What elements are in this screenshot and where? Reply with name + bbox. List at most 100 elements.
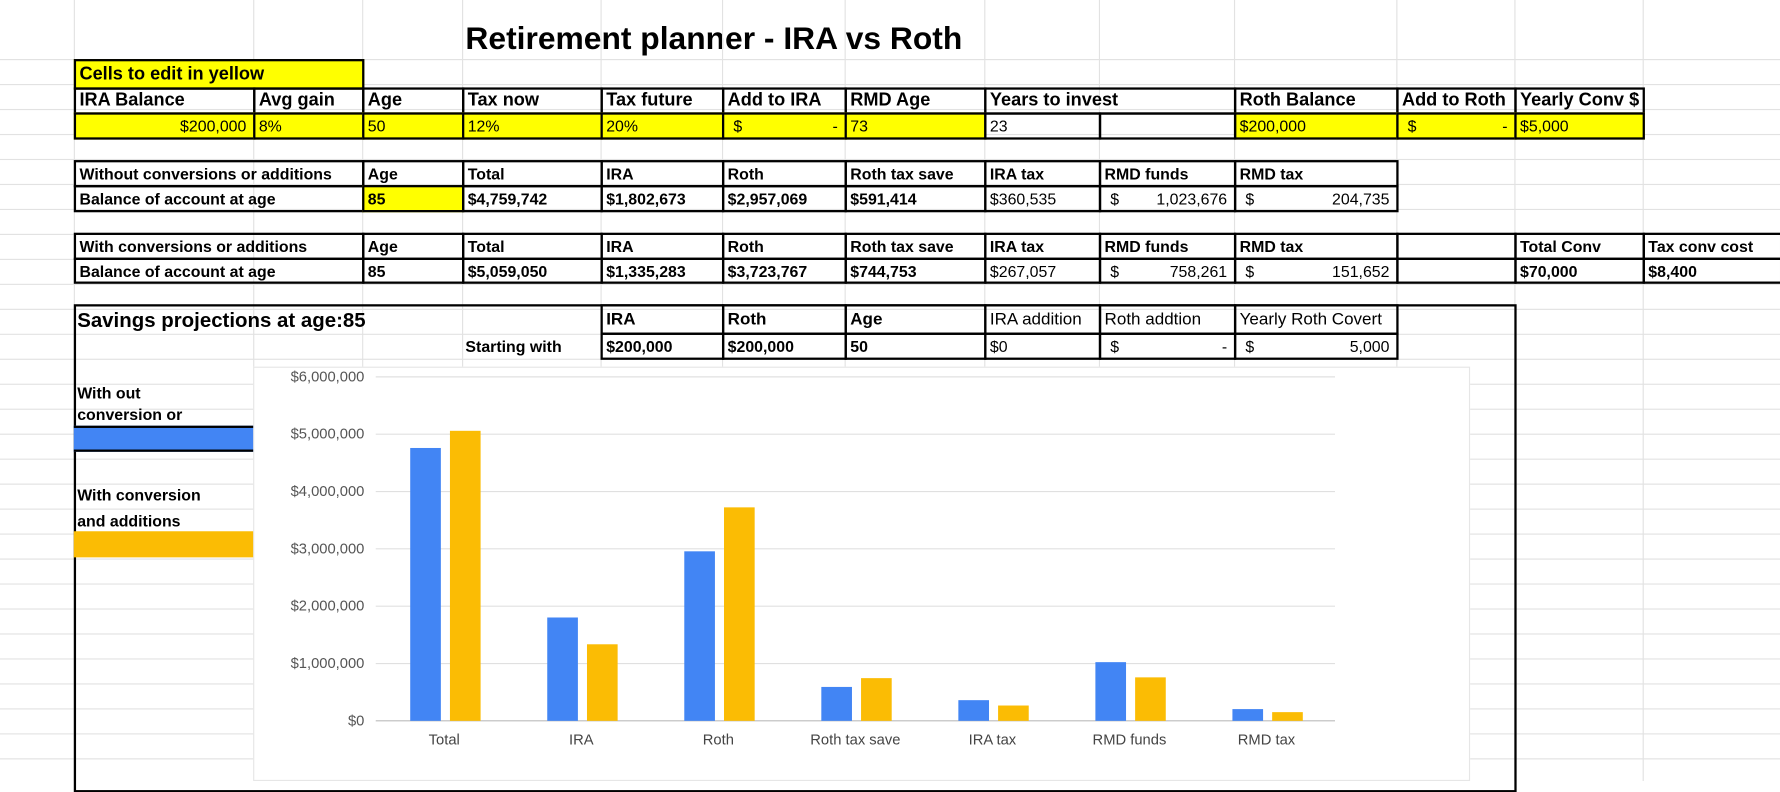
bar	[821, 687, 852, 721]
input-value: $5,000	[1514, 112, 1645, 139]
input-header: Tax future	[601, 87, 725, 114]
projection-header: Yearly Roth Covert	[1234, 304, 1399, 335]
starting-label: Starting with	[462, 333, 603, 360]
result-header: IRA tax	[984, 233, 1101, 260]
legend-label: With conversion and additions	[74, 482, 253, 531]
input-header: Add to Roth	[1396, 87, 1516, 114]
y-tick-label: $2,000,000	[291, 599, 365, 615]
legend-swatch	[74, 426, 253, 452]
y-tick-label: $5,000,000	[291, 427, 365, 443]
result-header: Total	[462, 233, 603, 260]
result-value: $151,652	[1234, 258, 1399, 284]
result-header: RMD tax	[1234, 233, 1399, 260]
projection-value: $200,000	[722, 333, 847, 360]
projection-header: Age	[845, 304, 987, 335]
input-value: 8%	[253, 112, 364, 139]
input-value: 20%	[601, 112, 725, 139]
result-header: Tax conv cost	[1643, 233, 1780, 260]
y-tick-label: $0	[348, 713, 364, 729]
amount: 1,023,676	[1156, 191, 1227, 207]
projection-header: Roth addtion	[1099, 304, 1236, 335]
currency-symbol: $	[1245, 338, 1254, 354]
input-header: Tax now	[462, 87, 603, 114]
x-tick-label: IRA	[569, 733, 594, 749]
edit-note: Cells to edit in yellow	[74, 59, 365, 90]
result-value: $591,414	[845, 185, 987, 212]
bar	[1135, 677, 1166, 720]
projection-header: IRA	[601, 304, 725, 335]
result-value: $744,753	[845, 258, 987, 284]
result-header: Roth	[722, 233, 847, 260]
input-header: Roth Balance	[1234, 87, 1399, 114]
bar	[958, 700, 989, 721]
sheet-title: Retirement planner - IRA vs Roth	[462, 17, 1143, 60]
result-header: RMD funds	[1099, 233, 1236, 260]
result-header: RMD tax	[1234, 160, 1399, 187]
result-header: Total	[462, 160, 603, 187]
bar	[410, 448, 441, 721]
projection-header: IRA addition	[984, 304, 1101, 335]
result-value: $5,059,050	[462, 258, 603, 284]
result-value: $70,000	[1514, 258, 1645, 284]
result-value: 85	[362, 258, 464, 284]
result-value: $1,335,283	[601, 258, 725, 284]
projection-value: $200,000	[601, 333, 725, 360]
result-header: IRA	[601, 160, 725, 187]
result-value: Balance of account at age	[74, 185, 365, 212]
bar	[547, 617, 578, 720]
input-value: 12%	[462, 112, 603, 139]
result-value: $267,057	[984, 258, 1101, 284]
empty-cell	[1396, 258, 1516, 284]
bar	[1272, 712, 1303, 721]
x-tick-label: RMD tax	[1238, 733, 1296, 749]
result-header: With conversions or additions	[74, 233, 365, 260]
amount: 758,261	[1170, 263, 1227, 279]
result-value: $3,723,767	[722, 258, 847, 284]
bar	[724, 507, 755, 720]
result-header: Without conversions or additions	[74, 160, 365, 187]
input-header: RMD Age	[845, 87, 987, 114]
y-tick-label: $6,000,000	[291, 369, 365, 385]
x-tick-label: Roth	[703, 733, 734, 749]
result-header: Roth tax save	[845, 160, 987, 187]
result-value: Balance of account at age	[74, 258, 365, 284]
amount: 200,000	[189, 118, 246, 134]
result-header: RMD funds	[1099, 160, 1236, 187]
result-value: $1,802,673	[601, 185, 725, 212]
bar	[998, 706, 1029, 721]
result-header: Age	[362, 160, 464, 187]
currency-symbol: $	[1245, 191, 1254, 207]
input-value: $-	[1396, 112, 1516, 139]
input-header: Add to IRA	[722, 87, 847, 114]
projection-value: 50	[845, 333, 987, 360]
amount: 5,000	[1350, 338, 1390, 354]
result-value: $4,759,742	[462, 185, 603, 212]
currency-symbol: $	[1110, 338, 1119, 354]
currency-symbol: $	[180, 118, 189, 134]
input-header: IRA Balance	[74, 87, 256, 114]
currency-symbol: $	[733, 118, 742, 134]
currency-symbol: $	[1110, 263, 1119, 279]
projection-value: $-	[1099, 333, 1236, 360]
y-tick-label: $4,000,000	[291, 484, 365, 500]
result-header: Roth	[722, 160, 847, 187]
chart: $0$1,000,000$2,000,000$3,000,000$4,000,0…	[253, 367, 1470, 781]
input-header: Avg gain	[253, 87, 364, 114]
x-tick-label: Roth tax save	[810, 733, 900, 749]
grid-row-line	[0, 284, 1780, 285]
input-value: 50	[362, 112, 464, 139]
x-tick-label: IRA tax	[969, 733, 1017, 749]
y-tick-label: $3,000,000	[291, 541, 365, 557]
bar	[1232, 709, 1263, 721]
bar	[861, 678, 892, 721]
amount: -	[832, 118, 837, 134]
amount: -	[1222, 338, 1227, 354]
bar	[684, 551, 715, 721]
result-value: $2,957,069	[722, 185, 847, 212]
amount: -	[1502, 118, 1507, 134]
currency-symbol: $	[1245, 263, 1254, 279]
result-value: 85	[362, 185, 464, 212]
result-value: $8,400	[1643, 258, 1780, 284]
